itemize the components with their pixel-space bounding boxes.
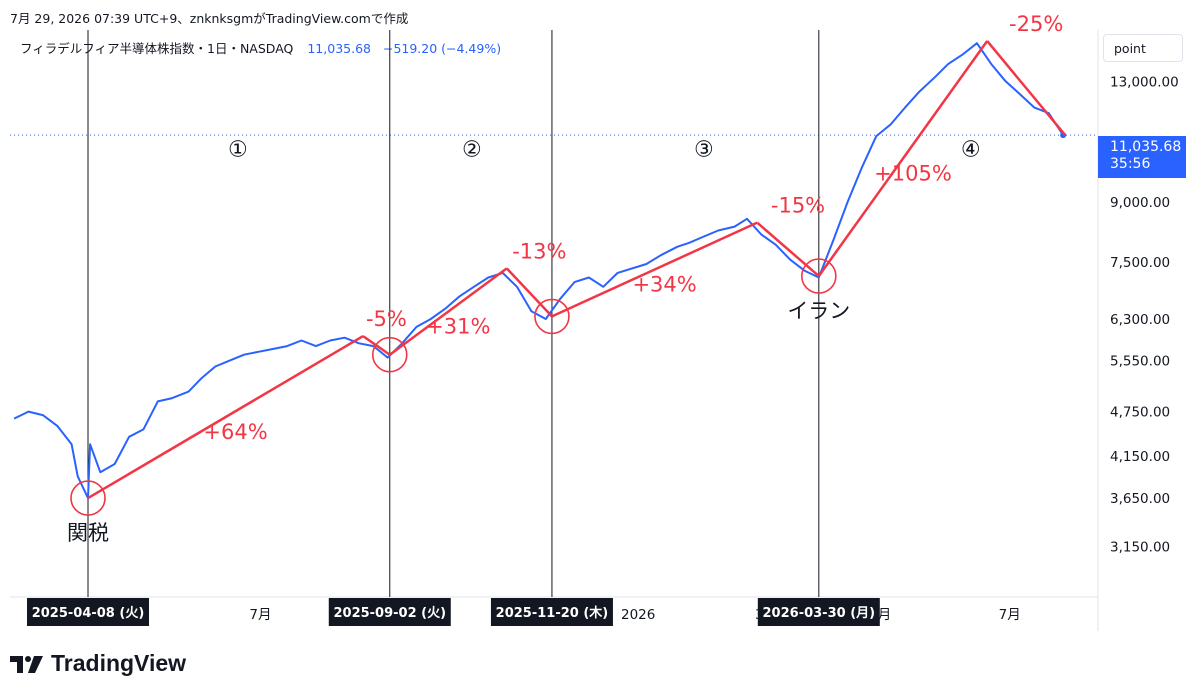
chart-caption: 7月 29, 2026 07:39 UTC+9、znknksgmがTrading… xyxy=(10,11,409,26)
change-label: -25% xyxy=(1009,12,1063,36)
date-marker-label: 2025-11-20 (木) xyxy=(496,605,609,621)
y-tick-label: 13,000.00 xyxy=(1110,74,1179,90)
period-label: ④ xyxy=(961,137,981,162)
event-circle xyxy=(70,480,106,516)
event-label: 関税 xyxy=(67,521,109,545)
last-value: 11,035.68 xyxy=(307,41,371,56)
y-tick-label: 4,150.00 xyxy=(1110,449,1170,465)
x-tick-label: 2026 xyxy=(621,607,655,623)
period-label: ③ xyxy=(694,137,714,162)
trend-segment xyxy=(986,40,1067,136)
y-tick-label: 3,150.00 xyxy=(1110,539,1170,555)
x-tick-label: 月 xyxy=(878,607,892,623)
price-change: −519.20 (−4.49%) xyxy=(382,41,502,56)
y-tick-label: 3,650.00 xyxy=(1110,491,1170,507)
x-tick-label: 7月 xyxy=(249,607,271,623)
date-marker-label: 2025-09-02 (火) xyxy=(333,606,446,621)
y-tick-label: 5,550.00 xyxy=(1110,354,1170,370)
change-label: +105% xyxy=(874,162,952,186)
period-label: ② xyxy=(462,137,482,162)
x-tick-label: 7月 xyxy=(999,607,1021,623)
change-label: +64% xyxy=(203,420,267,444)
trend-segment xyxy=(505,267,553,318)
y-tick-label: 7,500.00 xyxy=(1110,255,1170,271)
period-label: ① xyxy=(228,137,248,162)
date-marker-box xyxy=(328,598,451,626)
event-label: イラン xyxy=(787,299,850,323)
y-tick-label: 9,000.00 xyxy=(1110,195,1170,211)
date-marker-box xyxy=(757,598,880,626)
event-circle xyxy=(801,258,837,294)
price-scale-unit[interactable]: point xyxy=(1103,34,1183,62)
y-tick-label: 4,750.00 xyxy=(1110,405,1170,421)
date-marker-label: 2026-03-30 (月) xyxy=(763,606,876,621)
date-marker-box xyxy=(490,598,613,626)
y-tick-label: 6,300.00 xyxy=(1110,312,1170,328)
tradingview-brand[interactable]: TradingView xyxy=(10,650,186,677)
change-label: -13% xyxy=(512,239,566,263)
date-marker-label: 2025-04-08 (火) xyxy=(32,606,145,621)
bar-countdown: 35:56 xyxy=(1110,156,1151,172)
change-label: +34% xyxy=(632,273,696,297)
change-label: -5% xyxy=(366,307,407,331)
event-circle xyxy=(371,336,408,373)
trend-segment xyxy=(817,40,989,277)
change-label: +31% xyxy=(426,315,490,339)
current-price-label: 11,035.68 35:56 xyxy=(1098,136,1186,178)
date-marker-box xyxy=(27,598,150,626)
tradingview-logo-icon xyxy=(10,655,43,673)
brand-name: TradingView xyxy=(51,650,187,676)
change-label: -15% xyxy=(771,194,825,218)
price-series-line xyxy=(13,42,1064,500)
trend-segment xyxy=(87,335,364,500)
event-circle xyxy=(534,298,570,335)
trend-segment xyxy=(551,221,758,318)
trend-segment xyxy=(389,267,508,356)
trend-segment xyxy=(756,221,820,278)
current-price-value: 11,035.68 xyxy=(1110,139,1182,155)
